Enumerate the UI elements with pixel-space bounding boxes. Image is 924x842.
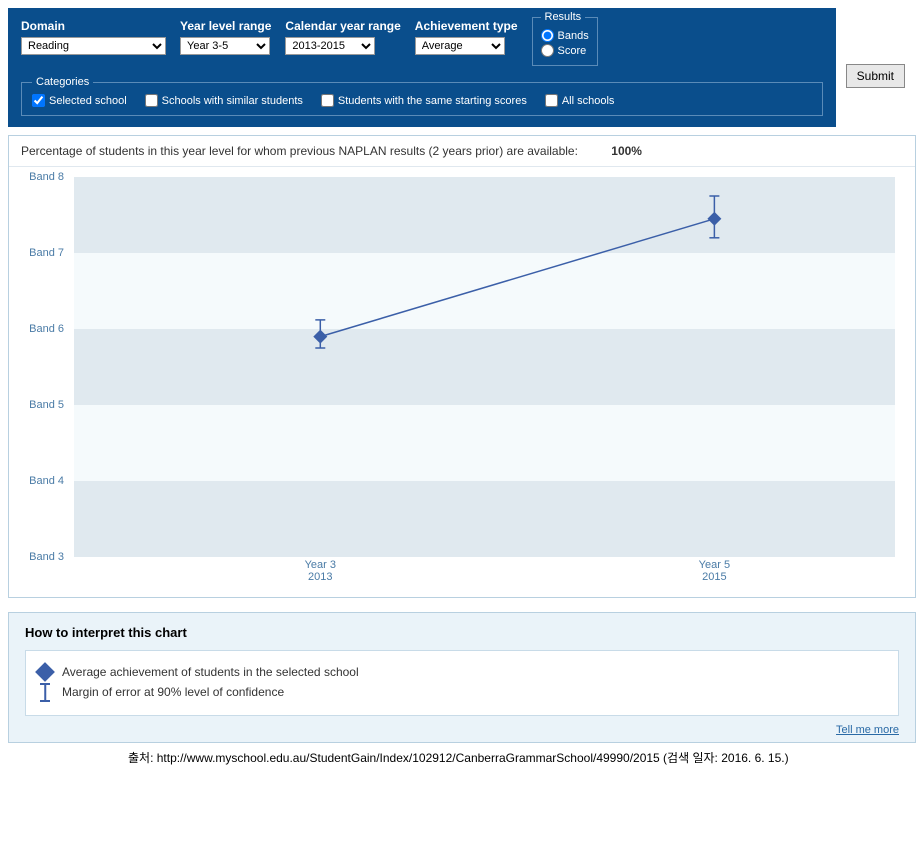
domain-label: Domain [21,19,166,33]
category-label: Students with the same starting scores [338,95,527,107]
calendar-label: Calendar year range [285,19,400,33]
year-level-select[interactable]: Year 3-5 [180,37,270,55]
band-label: Band 7 [19,247,64,259]
results-radio-bands[interactable]: Bands [541,29,589,42]
band-label: Band 8 [19,171,64,183]
band-label: Band 4 [19,475,64,487]
domain-select[interactable]: Reading [21,37,166,55]
year-level-label: Year level range [180,19,271,33]
calendar-year-select[interactable]: 2013-2015 [285,37,375,55]
chart-line [320,219,714,337]
percentage-text: Percentage of students in this year leve… [21,144,578,158]
category-label: Selected school [49,95,127,107]
band-label: Band 6 [19,323,64,335]
diamond-marker [313,330,327,344]
diamond-icon [35,662,55,682]
category-checkbox-1[interactable]: Schools with similar students [145,94,303,107]
category-checkbox-input[interactable] [545,94,558,107]
results-fieldset: Results Bands Score [532,11,598,66]
legend-item: Margin of error at 90% level of confiden… [38,683,886,701]
category-checkbox-2[interactable]: Students with the same starting scores [321,94,527,107]
x-tick: Year 32013 [305,559,336,583]
data-point [707,196,721,238]
category-checkbox-input[interactable] [321,94,334,107]
chart-area: Year 32013 Year 52015 Band 8 Band 7 Band 6 B… [9,167,915,597]
legend-inner: Average achievement of students in the s… [25,650,899,716]
legend-text: Margin of error at 90% level of confiden… [62,685,284,699]
category-checkbox-0[interactable]: Selected school [32,94,127,107]
submit-button[interactable]: Submit [846,64,905,88]
x-tick: Year 52015 [699,559,730,583]
band-label: Band 3 [19,551,64,563]
category-label: Schools with similar students [162,95,303,107]
results-radio-score[interactable]: Score [541,44,589,57]
band-label: Band 5 [19,399,64,411]
category-checkbox-3[interactable]: All schools [545,94,615,107]
bands-radio[interactable] [541,29,554,42]
chart-plot: Year 32013Year 52015 Band 8Band 7Band 6B… [74,177,895,557]
category-checkbox-input[interactable] [145,94,158,107]
tell-me-more-link[interactable]: Tell me more [836,724,899,736]
results-legend: Results [541,11,586,23]
x-axis: Year 32013 Year 52015 [74,559,895,589]
score-radio[interactable] [541,44,554,57]
category-checkbox-input[interactable] [32,94,45,107]
data-point [313,320,327,348]
chart-container: Percentage of students in this year leve… [8,135,916,598]
percentage-value: 100% [611,144,642,158]
categories-legend: Categories [32,76,93,88]
category-label: All schools [562,95,615,107]
legend-box: How to interpret this chart Average achi… [8,612,916,743]
chart-svg [74,177,895,557]
achievement-label: Achievement type [415,19,518,33]
legend-title: How to interpret this chart [25,625,899,640]
source-citation: 출처: http://www.myschool.edu.au/StudentGa… [8,749,916,766]
errorbar-icon [38,683,52,701]
percentage-note: Percentage of students in this year leve… [9,136,915,167]
legend-item: Average achievement of students in the s… [38,665,886,679]
legend-text: Average achievement of students in the s… [62,665,359,679]
diamond-marker [707,212,721,226]
categories-fieldset: Categories Selected school Schools with s… [21,76,823,116]
achievement-type-select[interactable]: Average [415,37,505,55]
filter-panel: Domain Reading Year level range Year 3-5… [8,8,836,127]
